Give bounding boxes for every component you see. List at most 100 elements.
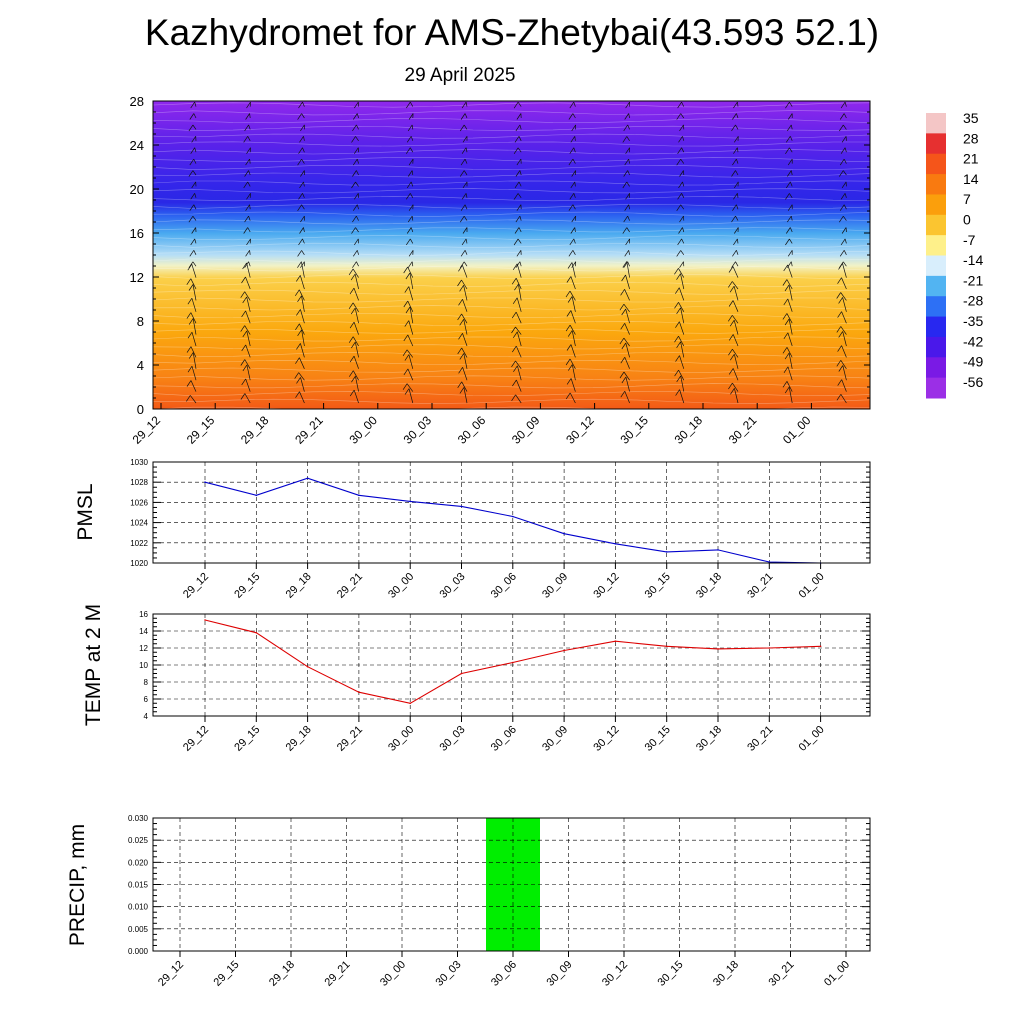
wind-barb	[623, 371, 630, 381]
wind-barb-flag	[461, 238, 467, 246]
wind-barb	[194, 238, 197, 244]
wind-barb	[302, 101, 305, 107]
wind-barb	[193, 250, 197, 255]
x-tick-label: 01_00	[797, 724, 827, 754]
wind-barb	[625, 274, 630, 290]
wind-barb-flag	[459, 261, 465, 268]
contour-line	[153, 203, 870, 209]
wind-barb-flag	[406, 181, 412, 189]
wind-barb-flag	[351, 376, 356, 383]
wind-barb-flag	[240, 359, 246, 366]
wind-barb	[406, 383, 414, 392]
wind-barb-flag	[568, 113, 574, 120]
wind-barb-flag	[403, 300, 409, 308]
contour-line	[153, 320, 870, 326]
wind-barb-flag	[571, 261, 576, 268]
colorbar-label: -42	[963, 333, 983, 349]
wind-barb-flag	[728, 382, 733, 390]
wind-barb-flag	[245, 250, 250, 257]
wind-barb-flag	[571, 170, 576, 177]
x-tick-label: 30_09	[545, 959, 575, 989]
colorbar-label: 21	[963, 151, 979, 167]
wind-barb	[737, 102, 739, 107]
wind-barb	[737, 147, 739, 153]
wind-barb-flag	[352, 170, 357, 177]
x-tick-label: 30_09	[540, 571, 570, 601]
wind-barb-flag	[188, 318, 194, 325]
wind-barb-flag	[785, 238, 790, 246]
wind-barb-flag	[462, 181, 468, 189]
y-tick-label: 6	[144, 695, 149, 704]
wind-barb	[519, 170, 522, 176]
wind-barb-flag	[787, 215, 792, 223]
wind-barb	[408, 320, 414, 335]
wind-barb-flag	[297, 261, 302, 268]
colorbar-swatch	[926, 275, 946, 297]
wind-barb-flag	[730, 388, 735, 395]
wind-barb-flag	[731, 261, 736, 268]
wind-barb-flag	[677, 147, 682, 154]
contour-line	[153, 328, 870, 334]
wind-barb-flag	[839, 261, 844, 268]
wind-barb-flag	[461, 193, 467, 200]
plot-frame	[152, 461, 871, 564]
wind-barb-flag	[624, 113, 629, 120]
wind-barb-flag	[186, 395, 191, 402]
wind-barb-flag	[243, 181, 248, 189]
wind-barb-flag	[354, 101, 359, 109]
wind-barb-flag	[678, 136, 683, 143]
wind-barb	[461, 381, 468, 392]
colorbar-label: -14	[963, 252, 983, 268]
wind-barb	[517, 101, 522, 107]
wind-barb	[249, 204, 251, 210]
y-tick-label: 20	[130, 182, 144, 197]
data-point	[717, 648, 719, 650]
wind-barb-flag	[511, 360, 516, 368]
wind-barb-flag	[623, 261, 628, 268]
wind-barb-flag	[348, 268, 354, 276]
wind-barb-flag	[298, 101, 303, 109]
wind-barb-flag	[676, 113, 681, 120]
wind-barb-flag	[785, 102, 790, 109]
colorbar-label: -28	[963, 293, 983, 309]
x-tick-label: 29_18	[267, 959, 297, 989]
wind-barb	[732, 266, 739, 278]
wind-barb-flag	[619, 304, 625, 311]
wind-barb	[732, 315, 739, 324]
wind-barb-flag	[732, 250, 737, 257]
wind-barb	[678, 336, 685, 347]
wind-barb	[515, 278, 522, 290]
contour-line	[153, 133, 870, 139]
wind-barb-flag	[514, 136, 520, 143]
wind-barb-flag	[246, 147, 251, 154]
wind-barb	[842, 365, 847, 381]
x-tick-label: 29_21	[292, 413, 326, 447]
wind-barb-flag	[186, 312, 192, 319]
wind-barb	[192, 318, 197, 335]
wind-barb-flag	[729, 320, 735, 327]
wind-barb-flag	[787, 204, 793, 211]
data-point	[512, 661, 514, 664]
x-tick-label: 30_03	[434, 959, 464, 989]
y-axis-label: PMSL	[74, 483, 97, 540]
wind-barb-flag	[460, 113, 466, 120]
wind-barb-flag	[620, 357, 626, 364]
wind-barb	[299, 357, 305, 369]
colorbar-swatch	[926, 377, 946, 399]
wind-barb-flag	[403, 368, 409, 376]
wind-barb-flag	[512, 379, 517, 387]
wind-barb	[573, 101, 576, 107]
wind-barb-flag	[676, 307, 681, 314]
wind-barb	[733, 286, 739, 301]
wind-barb	[735, 124, 739, 130]
wind-barb	[408, 354, 414, 369]
wind-barb	[735, 170, 739, 176]
wind-barb-flag	[457, 313, 462, 321]
wind-barb	[517, 193, 522, 199]
contour-line	[153, 164, 870, 170]
wind-barb	[411, 124, 414, 130]
data-point	[358, 494, 360, 497]
contour-line	[153, 235, 870, 241]
y-axis-label: TEMP at 2 M	[82, 604, 105, 726]
contour-line	[153, 359, 870, 365]
